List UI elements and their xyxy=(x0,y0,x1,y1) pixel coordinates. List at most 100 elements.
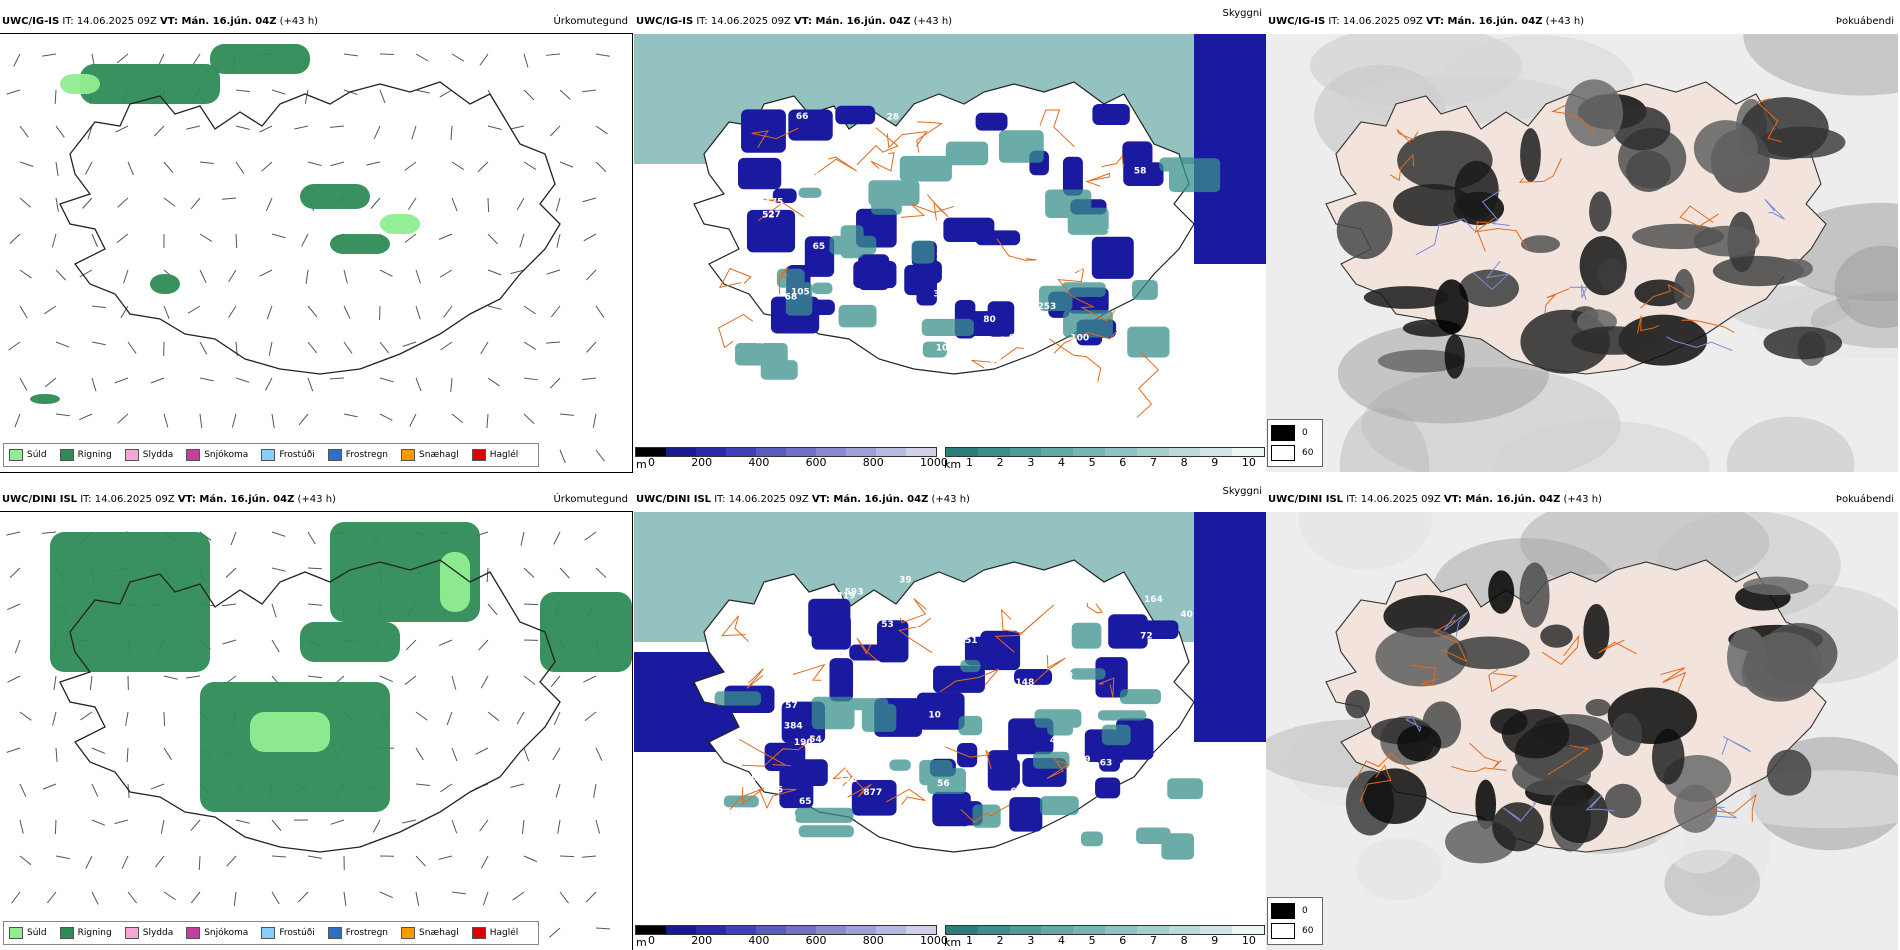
road xyxy=(939,668,999,693)
fog-legend: 0 60 xyxy=(1267,897,1323,945)
ceiling-patch xyxy=(916,692,965,730)
road xyxy=(1598,639,1637,655)
precip-map[interactable]: Súld Rigning Slydda Snjókoma Frostúði Frostre… xyxy=(0,33,633,473)
fog-map[interactable]: 0 60 xyxy=(1266,34,1898,472)
wind-barbs xyxy=(6,53,610,464)
visibility-patch xyxy=(1097,710,1147,721)
visibility-patch xyxy=(829,235,877,255)
ceiling-value-label: 66 xyxy=(796,112,809,122)
legend-label: Snæhagl xyxy=(419,928,459,938)
ceiling-value-label: 175 xyxy=(765,198,784,208)
ceiling-value-label: 60 xyxy=(1033,692,1046,702)
scale-tick-label: 5 xyxy=(1088,456,1096,469)
fog-patch xyxy=(1336,201,1393,260)
wind-barb xyxy=(199,161,214,165)
wind-barb xyxy=(150,783,165,790)
wind-barb xyxy=(510,783,525,788)
scale-cell xyxy=(1041,448,1074,456)
scale-cell xyxy=(816,448,846,456)
visibility-patch xyxy=(1159,157,1198,172)
legend-swatch xyxy=(9,449,23,461)
ceiling-value-label: 171 xyxy=(850,291,869,301)
visibility-patch xyxy=(960,659,981,673)
ceiling-map[interactable]: 58 28 08 46 80 66 52 52 100 77 122 68 90 175 526 106 48 7… xyxy=(634,34,1266,472)
wind-barb xyxy=(593,783,597,798)
wind-barb xyxy=(190,819,201,831)
road xyxy=(729,787,765,811)
ceiling-value-label: 94 xyxy=(1061,677,1074,687)
road xyxy=(870,151,895,172)
ceiling-value-label: 57 xyxy=(1026,647,1039,657)
fog-patch xyxy=(1444,334,1465,379)
wind-barb xyxy=(523,567,535,579)
ceiling-map[interactable]: 49 60 39 36 68 58 46 53 96 51 65 148 97 136 48 88 10 57 69… xyxy=(634,512,1266,950)
legend-swatch xyxy=(261,927,276,939)
scale-cell xyxy=(876,448,906,456)
wind-barb xyxy=(523,341,537,350)
panel-fog-row2: UWC/DINI ISL IT: 14.06.2025 09Z VT: Mán.… xyxy=(1266,490,1898,950)
wind-barb xyxy=(127,891,138,904)
fog-patch xyxy=(1634,279,1685,307)
ceiling-patch xyxy=(804,236,835,277)
wind-barb xyxy=(52,711,57,726)
legend-swatch xyxy=(261,449,276,461)
fog-patch xyxy=(1583,604,1610,660)
fog-map-svg xyxy=(1266,512,1898,950)
legend-label: 0 xyxy=(1302,428,1308,438)
wind-barb xyxy=(14,413,21,428)
panel-title: Skyggni xyxy=(1222,486,1262,497)
legend-item: Frostregn xyxy=(327,449,388,461)
river xyxy=(1502,802,1537,822)
precip-map[interactable]: Súld Rigning Slydda Snjókoma Frostúði Frostre… xyxy=(0,511,633,950)
wind-barb xyxy=(150,377,165,384)
visibility-patches xyxy=(735,130,1221,380)
wind-barb xyxy=(55,125,65,138)
legend-label: Frostúði xyxy=(279,928,315,938)
wind-barb xyxy=(440,783,453,793)
panel-ceiling-row1: UWC/IG-IS IT: 14.06.2025 09Z VT: Mán. 16… xyxy=(634,8,1266,472)
wind-barb xyxy=(520,531,525,546)
fog-patch xyxy=(1564,79,1624,147)
scale-cell xyxy=(756,448,786,456)
visibility-ticks: 1 2 3 4 5 6 7 8 9 10 xyxy=(966,456,1256,469)
road xyxy=(1551,104,1597,135)
precip-area xyxy=(540,592,632,672)
fog-map[interactable]: 0 60 xyxy=(1266,512,1898,950)
wind-barb xyxy=(199,413,203,428)
wind-barb xyxy=(411,125,417,140)
ceiling-value-label: 70 xyxy=(775,627,788,637)
wind-barb xyxy=(486,413,489,428)
wind-barb xyxy=(343,413,358,418)
wind-barb xyxy=(415,305,421,320)
wind-barb xyxy=(440,341,453,351)
wind-barb xyxy=(585,269,597,281)
wind-barb xyxy=(305,269,309,284)
panel-header: UWC/DINI ISL IT: 14.06.2025 09Z VT: Mán.… xyxy=(1266,490,1898,510)
wind-barb xyxy=(404,675,417,685)
road xyxy=(1450,765,1507,772)
ceiling-value-label: 194 xyxy=(1070,263,1089,273)
wind-barb xyxy=(271,89,286,95)
visibility-patch xyxy=(1071,622,1102,649)
wind-barb xyxy=(404,161,417,171)
wind-barb xyxy=(114,377,129,384)
wind-barb xyxy=(42,783,57,790)
wind-barb xyxy=(160,819,165,834)
legend-item: Haglél xyxy=(471,449,518,461)
fog-patch xyxy=(1612,106,1671,151)
road xyxy=(751,127,799,148)
scale-cell xyxy=(726,448,756,456)
road xyxy=(1396,129,1419,144)
road xyxy=(885,788,926,805)
model-name: UWC/DINI ISL xyxy=(2,494,78,505)
legend-label: Snjókoma xyxy=(204,450,249,460)
wind-barb xyxy=(343,53,358,57)
wind-barb xyxy=(415,711,428,721)
scale-tick-label: 2 xyxy=(996,934,1004,947)
wind-barb xyxy=(19,855,32,866)
scale-cell xyxy=(846,448,876,456)
wind-barb xyxy=(553,531,561,545)
wind-barb xyxy=(595,161,607,173)
wind-barb xyxy=(487,603,498,615)
visibility-patch xyxy=(1045,189,1092,218)
